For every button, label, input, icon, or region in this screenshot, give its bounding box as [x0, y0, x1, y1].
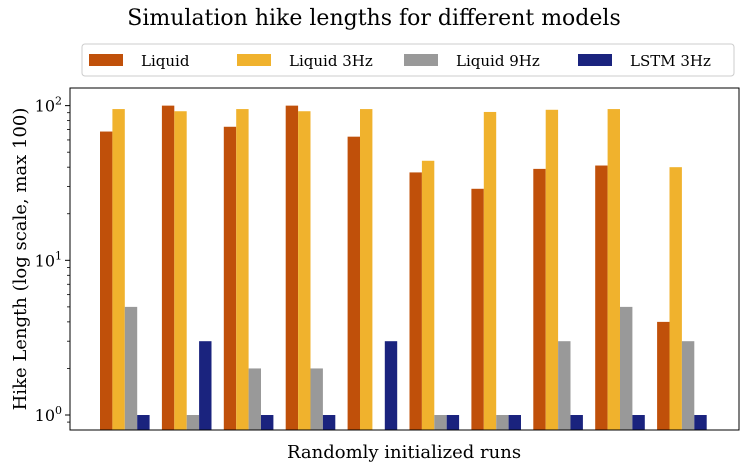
bar-lstm-3hz-run-4	[322, 415, 336, 430]
bar-lstm-3hz-run-1	[137, 415, 150, 430]
bar-liquid-3hz-run-3	[236, 109, 249, 430]
legend-swatch-liquid-9hz	[404, 54, 438, 66]
legend-swatch-lstm-3hz	[578, 54, 612, 66]
bar-liquid-3hz-run-7	[483, 111, 497, 431]
y-tick-label: 100	[35, 404, 62, 425]
bar-liquid-9hz-run-6	[434, 415, 447, 430]
bar-liquid-3hz-run-4	[298, 111, 311, 430]
y-axis: 100 101 102	[35, 95, 70, 425]
bar-lstm-3hz-run-5	[384, 341, 398, 430]
bar-liquid-3hz-run-2	[174, 111, 187, 430]
bar-lstm-3hz-run-3	[261, 415, 274, 430]
legend: Liquid Liquid 3Hz Liquid 9Hz LSTM 3Hz	[81, 43, 735, 77]
bar-lstm-3hz-run-6	[446, 415, 460, 430]
legend-swatch-liquid-3hz	[237, 54, 271, 66]
legend-label-lstm-3hz: LSTM 3Hz	[630, 52, 711, 70]
bar-liquid-3hz-run-6	[421, 160, 435, 430]
bar-liquid-3hz-run-1	[112, 109, 125, 430]
bar-liquid-run-3	[223, 126, 237, 431]
bar-liquid-run-7	[471, 188, 484, 430]
bar-liquid-9hz-run-10	[681, 341, 695, 430]
y-axis-label: Hike Length (log scale, max 100)	[10, 108, 31, 411]
bar-liquid-run-6	[409, 172, 422, 431]
legend-swatch-liquid	[89, 54, 123, 66]
bar-liquid-9hz-run-3	[248, 368, 261, 430]
y-tick-label: 102	[35, 95, 62, 116]
plot-area	[100, 105, 707, 431]
bar-liquid-9hz-run-4	[310, 368, 323, 430]
bar-liquid-run-8	[533, 168, 546, 430]
bar-liquid-9hz-run-2	[186, 415, 200, 430]
bar-lstm-3hz-run-8	[570, 415, 583, 430]
bar-liquid-3hz-run-9	[607, 109, 620, 430]
bar-lstm-3hz-run-2	[199, 341, 212, 430]
bar-liquid-9hz-run-8	[558, 341, 571, 430]
bar-liquid-run-5	[347, 136, 360, 431]
legend-label-liquid-9hz: Liquid 9Hz	[456, 52, 540, 70]
bar-liquid-9hz-run-7	[496, 415, 509, 430]
bar-liquid-9hz-run-1	[124, 306, 138, 430]
bar-liquid-3hz-run-5	[360, 109, 373, 430]
plot-frame	[69, 87, 740, 431]
bar-lstm-3hz-run-9	[632, 415, 645, 430]
bar-liquid-run-9	[595, 165, 608, 430]
x-axis-label: Randomly initialized runs	[287, 442, 521, 463]
bar-liquid-run-2	[161, 105, 175, 430]
legend-label-liquid-3hz: Liquid 3Hz	[289, 52, 373, 70]
bar-liquid-run-10	[657, 321, 670, 430]
bar-liquid-3hz-run-10	[669, 167, 682, 430]
bar-lstm-3hz-run-10	[694, 415, 707, 430]
bar-liquid-3hz-run-8	[545, 109, 559, 430]
chart-title: Simulation hike lengths for different mo…	[127, 6, 621, 31]
legend-label-liquid: Liquid	[141, 52, 190, 70]
bar-liquid-run-4	[285, 105, 299, 430]
bar-liquid-run-1	[100, 131, 113, 431]
bar-liquid-9hz-run-9	[620, 306, 633, 430]
bar-lstm-3hz-run-7	[508, 415, 521, 430]
y-tick-label: 101	[35, 249, 62, 270]
